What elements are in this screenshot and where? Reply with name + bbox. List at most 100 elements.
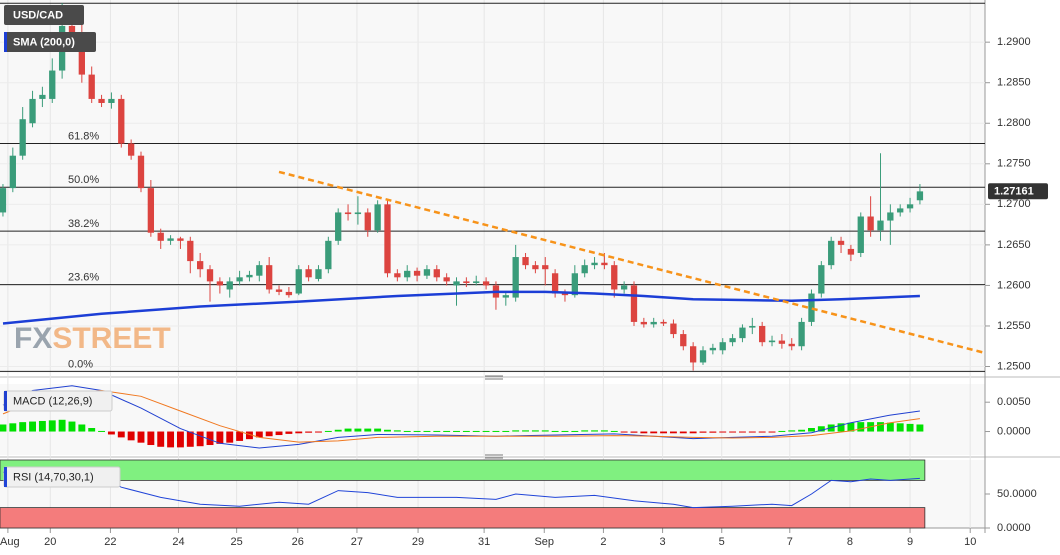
candle-body [413, 270, 421, 276]
macd-histogram-bar [571, 430, 579, 432]
macd-histogram-bar [315, 431, 322, 433]
candle-body [512, 257, 519, 298]
macd-histogram-bar [58, 419, 66, 432]
macd-histogram-bar [591, 430, 599, 432]
macd-histogram-bar [354, 428, 362, 432]
x-tick-label: 27 [351, 536, 363, 548]
macd-histogram-bar [699, 431, 707, 433]
y-tick-label: 0.0050 [997, 396, 1031, 408]
candle-body [197, 261, 204, 270]
candle-body [78, 34, 85, 75]
macd-histogram-bar [423, 430, 431, 432]
macd-histogram-bar [68, 421, 76, 432]
candle-body [561, 293, 569, 296]
macd-histogram-bar [808, 428, 815, 432]
macd-histogram-bar [482, 430, 490, 432]
candle-body [275, 289, 283, 292]
macd-histogram-bar [660, 431, 668, 434]
macd-histogram-bar [186, 431, 194, 447]
macd-histogram-bar [620, 431, 628, 433]
candle-body [404, 270, 411, 278]
y-tick-label: 1.2800 [997, 117, 1031, 129]
candle-body [502, 295, 509, 298]
candle-body [571, 273, 578, 296]
macd-histogram-bar [324, 430, 332, 432]
x-tick-label: 26 [292, 536, 304, 548]
candle-body [729, 338, 736, 343]
macd-histogram-bar [38, 420, 46, 432]
macd-histogram-bar [206, 431, 214, 446]
macd-histogram-bar [837, 423, 845, 432]
fib-level-label: 38.2% [68, 218, 99, 230]
candle-body [325, 240, 332, 270]
macd-histogram-bar [492, 430, 500, 432]
macd-histogram-bar [778, 430, 786, 432]
candle-body [68, 25, 76, 35]
macd-histogram-bar [9, 423, 17, 432]
candle-body [473, 281, 480, 283]
macd-histogram-bar [107, 431, 115, 435]
macd-histogram-bar [729, 431, 737, 433]
candle-body [19, 119, 26, 156]
macd-histogram-bar [29, 421, 36, 432]
candle-body [630, 285, 638, 322]
trend-line [278, 170, 985, 354]
candle-body [591, 262, 598, 266]
macd-histogram-bar [127, 431, 135, 441]
x-tick-label: Aug [0, 536, 20, 548]
y-tick-label: 1.2500 [997, 360, 1031, 372]
macd-histogram-bar [334, 429, 342, 432]
candle-body [640, 321, 648, 325]
candle-body [98, 98, 105, 103]
candle-body [118, 98, 125, 144]
candle-body [147, 188, 155, 233]
candle-body [887, 212, 894, 221]
candle-body [108, 98, 115, 103]
candle-body [315, 269, 322, 279]
panel-title: USD/CAD [13, 9, 63, 21]
watermark-part: FX [14, 322, 52, 355]
macd-histogram-bar [512, 430, 520, 432]
fib-level-label: 23.6% [68, 272, 99, 284]
candle-body [167, 238, 174, 241]
macd-histogram-bar [78, 424, 86, 432]
macd-histogram-bar [788, 430, 796, 432]
y-tick-label: 1.2850 [997, 77, 1031, 89]
candle-body [236, 277, 243, 282]
macd-histogram-bar [561, 430, 569, 432]
macd-histogram-bar [453, 430, 460, 432]
macd-histogram-bar [384, 429, 391, 432]
x-tick-label: 24 [172, 536, 184, 548]
candle-body [522, 257, 529, 266]
macd-histogram-bar [709, 431, 717, 433]
macd-histogram-bar [669, 431, 677, 434]
macd-histogram-bar [522, 430, 529, 432]
macd-histogram-bar [403, 430, 411, 432]
candle-body [49, 70, 56, 99]
last-price-tag [988, 183, 1048, 200]
panel-title: RSI (14,70,30,1) [13, 471, 94, 483]
candle-body [246, 274, 253, 278]
candle-body [837, 240, 845, 245]
candle-body [877, 220, 884, 231]
x-tick-label: 3 [660, 536, 666, 548]
candle-body [29, 98, 36, 124]
candle-body [788, 343, 795, 347]
candle-body [226, 281, 233, 290]
candle-body [0, 188, 7, 213]
fib-level-label: 61.8% [68, 130, 99, 142]
candle-body [206, 269, 214, 282]
macd-histogram-bar [531, 430, 539, 432]
candle-body [749, 325, 756, 328]
x-tick-label: 9 [907, 536, 913, 548]
candle-body [798, 321, 805, 347]
candle-body [305, 269, 312, 278]
label-box [4, 32, 96, 52]
candle-body [39, 94, 46, 99]
macd-histogram-bar [98, 430, 106, 432]
candle-body [611, 265, 618, 290]
signal-line [2, 389, 920, 443]
x-tick-label: 7 [787, 536, 793, 548]
candle-body [187, 240, 194, 262]
macd-histogram-bar [137, 431, 145, 443]
